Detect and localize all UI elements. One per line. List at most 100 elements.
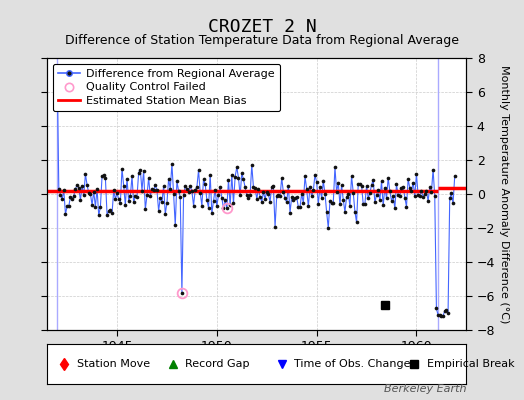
Point: [349, 189, 357, 196]
Point: [239, 176, 248, 183]
Point: [173, 178, 181, 184]
Point: [414, 192, 422, 198]
Point: [254, 186, 263, 192]
Point: [309, 187, 318, 194]
Point: [379, 202, 387, 209]
Point: [394, 192, 402, 198]
Point: [352, 219, 361, 226]
Point: [186, 183, 194, 189]
Point: [361, 201, 369, 207]
Point: [432, 305, 441, 312]
Point: [249, 184, 258, 190]
Text: Record Gap: Record Gap: [185, 359, 250, 369]
Point: [93, 186, 101, 192]
Point: [425, 184, 434, 191]
Point: [214, 192, 223, 198]
Point: [58, 196, 67, 202]
Point: [237, 170, 246, 176]
Point: [183, 186, 191, 192]
Point: [404, 176, 412, 182]
Point: [374, 187, 383, 193]
Point: [311, 172, 319, 178]
Point: [213, 202, 221, 209]
Point: [427, 189, 435, 195]
Point: [258, 198, 266, 205]
Point: [363, 183, 371, 189]
Point: [216, 184, 224, 190]
Point: [139, 168, 148, 174]
Point: [198, 202, 206, 209]
Point: [376, 197, 384, 204]
Point: [351, 208, 359, 215]
Point: [90, 188, 98, 195]
Point: [73, 182, 81, 188]
Point: [286, 209, 294, 216]
Point: [236, 192, 244, 198]
Point: [261, 196, 269, 202]
Point: [386, 188, 394, 195]
Point: [138, 187, 146, 194]
Point: [156, 194, 165, 201]
Point: [108, 210, 116, 216]
Point: [224, 176, 233, 183]
Point: [61, 211, 70, 217]
Point: [208, 210, 216, 216]
Point: [389, 193, 397, 200]
Point: [289, 197, 298, 204]
Point: [247, 162, 256, 168]
Point: [169, 190, 178, 197]
Point: [201, 181, 210, 188]
Point: [56, 192, 64, 198]
Point: [74, 185, 83, 192]
Point: [84, 190, 93, 196]
Point: [100, 172, 108, 178]
Point: [188, 188, 196, 194]
Point: [387, 197, 396, 204]
Point: [243, 192, 251, 198]
Point: [78, 183, 86, 189]
Point: [165, 176, 173, 182]
Point: [402, 203, 411, 210]
Point: [314, 201, 322, 207]
Point: [329, 199, 337, 206]
Point: [136, 166, 145, 173]
Point: [444, 310, 452, 316]
Point: [253, 196, 261, 202]
Point: [354, 181, 363, 187]
Point: [230, 200, 238, 207]
Point: [397, 184, 406, 191]
Point: [204, 204, 213, 211]
Point: [434, 312, 442, 318]
Point: [316, 184, 324, 190]
Point: [416, 192, 424, 199]
Point: [321, 190, 329, 197]
Y-axis label: Monthly Temperature Anomaly Difference (°C): Monthly Temperature Anomaly Difference (…: [499, 65, 509, 323]
Point: [312, 179, 321, 186]
Point: [302, 186, 311, 192]
Point: [282, 199, 291, 206]
Point: [221, 197, 230, 204]
Point: [449, 200, 457, 206]
Point: [193, 184, 201, 190]
Point: [392, 181, 401, 188]
Point: [220, 205, 228, 212]
Point: [244, 194, 253, 201]
Point: [268, 184, 276, 190]
Point: [281, 195, 289, 201]
Point: [367, 182, 376, 188]
Point: [149, 187, 158, 194]
Point: [189, 202, 198, 209]
Point: [226, 202, 234, 209]
Point: [279, 189, 288, 195]
Point: [334, 180, 343, 186]
Point: [298, 190, 306, 197]
Point: [331, 164, 339, 170]
Point: [396, 192, 404, 199]
Point: [153, 187, 161, 193]
Point: [133, 194, 141, 200]
Point: [435, 312, 444, 318]
Point: [179, 192, 188, 198]
Point: [406, 184, 414, 191]
Point: [76, 197, 84, 203]
Point: [380, 184, 389, 191]
